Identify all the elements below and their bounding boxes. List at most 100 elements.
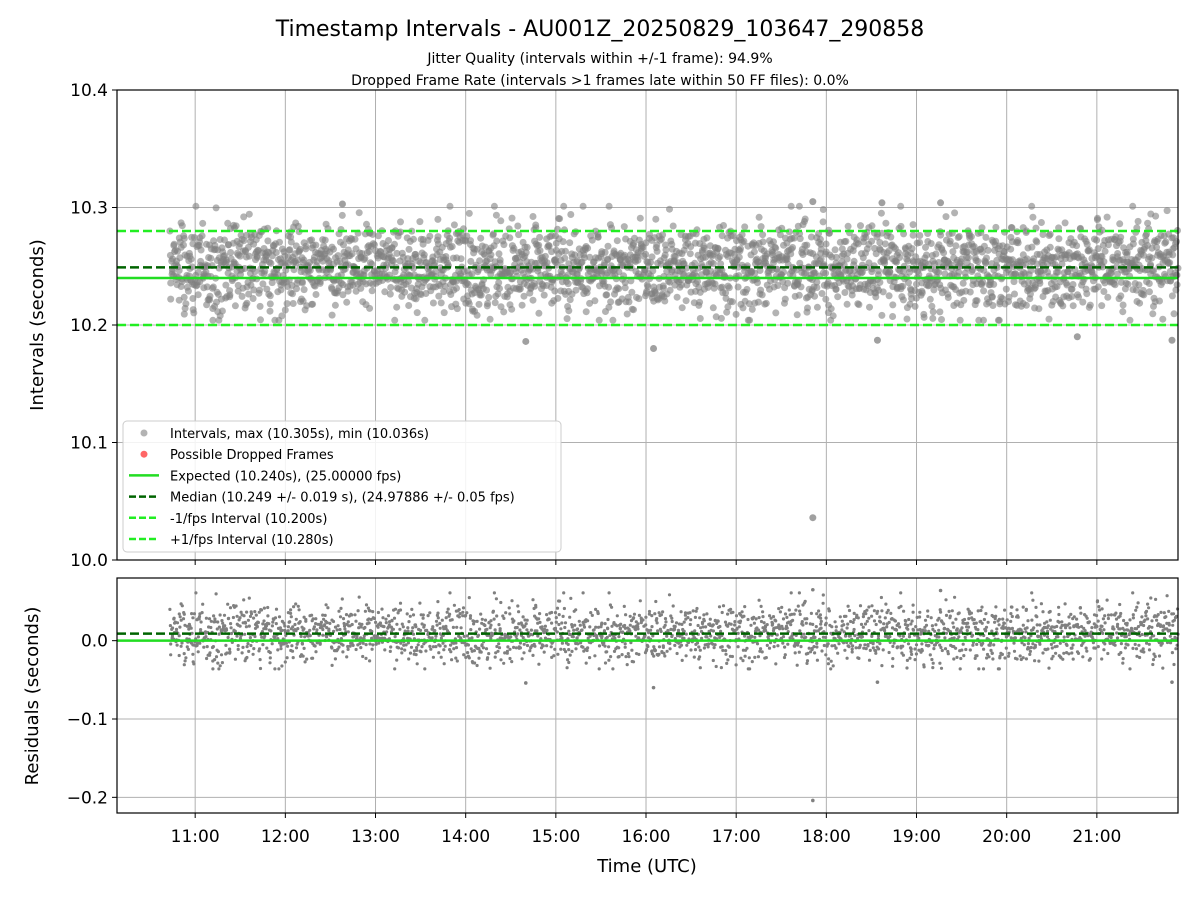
residual-point bbox=[488, 626, 492, 630]
residual-point bbox=[247, 624, 251, 628]
residual-point bbox=[577, 619, 581, 623]
residual-point bbox=[1003, 608, 1007, 612]
residual-point bbox=[743, 634, 747, 638]
residual-point bbox=[992, 643, 996, 647]
residual-point bbox=[781, 641, 785, 645]
interval-point bbox=[927, 240, 935, 247]
residual-point bbox=[454, 656, 458, 660]
residual-point bbox=[413, 623, 418, 627]
residual-point bbox=[600, 621, 604, 625]
interval-point bbox=[256, 302, 264, 310]
residual-point bbox=[740, 610, 744, 614]
residual-point bbox=[492, 617, 496, 621]
residual-point bbox=[431, 655, 435, 659]
interval-point bbox=[609, 316, 617, 324]
residual-point bbox=[872, 619, 877, 623]
interval-point bbox=[393, 303, 401, 311]
residual-point bbox=[170, 634, 174, 639]
residual-point bbox=[713, 643, 717, 647]
residual-point bbox=[219, 628, 223, 632]
residual-point bbox=[169, 653, 173, 657]
residual-point bbox=[982, 617, 987, 622]
residual-point bbox=[824, 621, 828, 625]
interval-point bbox=[802, 269, 810, 277]
interval-point bbox=[832, 285, 840, 293]
residual-point bbox=[496, 649, 500, 653]
interval-outlier-point bbox=[650, 345, 658, 352]
residual-point bbox=[790, 612, 794, 616]
residual-point bbox=[550, 621, 554, 625]
residual-point bbox=[939, 666, 944, 670]
interval-point bbox=[878, 311, 886, 319]
residual-point bbox=[436, 600, 440, 604]
residual-point bbox=[205, 645, 209, 649]
residual-point bbox=[781, 635, 786, 639]
intervals-y-axis-label: Intervals (seconds) bbox=[27, 239, 48, 411]
residual-point bbox=[190, 612, 194, 616]
interval-point bbox=[563, 315, 571, 323]
interval-point bbox=[855, 301, 863, 309]
residual-point bbox=[395, 658, 399, 662]
interval-point bbox=[180, 310, 188, 318]
interval-point bbox=[908, 245, 916, 253]
residual-point bbox=[564, 650, 568, 654]
interval-point bbox=[180, 293, 188, 301]
residual-point bbox=[836, 651, 840, 655]
residual-point bbox=[473, 661, 477, 665]
residual-point bbox=[415, 662, 419, 666]
interval-point bbox=[391, 316, 399, 324]
interval-point bbox=[440, 309, 448, 317]
residual-point bbox=[1002, 621, 1007, 625]
residual-point bbox=[695, 606, 699, 611]
residual-point bbox=[911, 628, 916, 632]
interval-point bbox=[182, 300, 190, 308]
interval-point bbox=[300, 256, 308, 264]
residual-point bbox=[191, 616, 195, 620]
residual-point bbox=[487, 652, 491, 656]
interval-point bbox=[572, 286, 580, 294]
residual-point bbox=[436, 616, 440, 620]
interval-point bbox=[896, 254, 904, 261]
interval-point bbox=[495, 279, 503, 287]
residual-point bbox=[510, 660, 514, 664]
residual-point bbox=[355, 634, 359, 638]
interval-point bbox=[450, 221, 458, 229]
interval-point bbox=[1140, 291, 1148, 299]
residual-point bbox=[398, 601, 403, 605]
interval-point bbox=[822, 269, 830, 277]
interval-point bbox=[1143, 230, 1150, 238]
residual-point bbox=[1021, 605, 1025, 609]
interval-point bbox=[1163, 207, 1171, 215]
interval-point bbox=[935, 259, 943, 266]
residual-point bbox=[233, 629, 237, 633]
residual-point bbox=[731, 610, 735, 614]
interval-point bbox=[209, 316, 217, 324]
residual-point bbox=[553, 626, 558, 631]
interval-point bbox=[1104, 293, 1112, 301]
interval-point bbox=[974, 257, 982, 265]
residual-point bbox=[910, 619, 914, 623]
residual-point bbox=[966, 621, 970, 625]
residual-point bbox=[865, 619, 869, 623]
residual-point bbox=[623, 645, 627, 649]
interval-point bbox=[876, 278, 884, 286]
residual-point bbox=[824, 616, 828, 620]
residual-point bbox=[680, 622, 684, 627]
residual-point bbox=[298, 620, 302, 624]
interval-point bbox=[1026, 290, 1034, 298]
interval-point bbox=[477, 291, 485, 299]
residual-point bbox=[696, 623, 700, 628]
residual-point bbox=[371, 610, 375, 614]
interval-point bbox=[496, 285, 503, 292]
interval-point bbox=[180, 235, 188, 242]
interval-point bbox=[584, 285, 592, 293]
interval-point bbox=[1022, 301, 1030, 309]
residual-point bbox=[991, 657, 995, 661]
residual-point bbox=[755, 642, 760, 646]
residual-point bbox=[403, 648, 407, 652]
residual-point bbox=[235, 614, 239, 618]
interval-point bbox=[440, 288, 448, 296]
residual-point bbox=[428, 611, 432, 615]
interval-point bbox=[190, 234, 198, 241]
residual-point bbox=[927, 629, 931, 634]
